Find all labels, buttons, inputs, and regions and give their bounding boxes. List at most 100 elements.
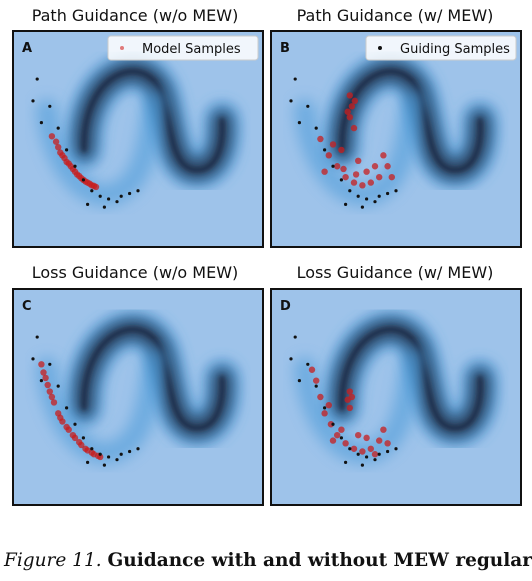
guiding-sample-point — [377, 194, 381, 198]
model-sample-point — [380, 426, 387, 433]
model-sample-point — [342, 440, 349, 447]
guiding-sample-point — [289, 357, 293, 361]
guiding-sample-point — [128, 449, 132, 454]
figure-caption: Figure 11. Guidance with and without MEW… — [4, 550, 532, 571]
guiding-sample-point — [394, 447, 398, 451]
model-sample-point — [329, 141, 337, 148]
caption-figure-number: Figure 11. — [4, 550, 102, 571]
model-sample-point — [65, 160, 72, 167]
guiding-sample-point — [314, 126, 318, 130]
model-sample-point — [71, 168, 79, 175]
guiding-sample-point — [348, 447, 352, 451]
legend-box — [107, 35, 259, 61]
model-sample-point — [50, 399, 58, 406]
model-sample-point — [367, 445, 374, 452]
plot-frame — [12, 30, 264, 248]
guiding-sample-point — [331, 164, 335, 168]
legend-box — [365, 35, 517, 61]
guiding-sample-point — [39, 379, 43, 383]
panel-b: B Guiding Samples — [270, 30, 522, 248]
guiding-sample-point — [293, 77, 297, 81]
legend-marker — [120, 46, 124, 50]
guiding-sample-point — [339, 178, 343, 182]
legend: Guiding Samples — [365, 35, 517, 61]
model-sample-point — [342, 173, 349, 181]
model-sample-point — [76, 439, 83, 446]
guiding-sample-point — [306, 104, 310, 108]
guiding-sample-point — [81, 436, 85, 440]
guiding-sample-point — [331, 422, 335, 426]
guiding-sample-point — [344, 202, 348, 206]
model-sample-point — [329, 437, 337, 444]
model-sample-point — [44, 381, 51, 389]
legend-label: Model Samples — [142, 42, 241, 57]
guiding-sample-point — [339, 436, 343, 440]
density-core — [339, 326, 483, 431]
model-sample-point — [42, 374, 49, 382]
guiding-sample-point — [348, 189, 352, 193]
model-sample-point — [346, 388, 353, 395]
panel-a-title: Path Guidance (w/o MEW) — [31, 6, 239, 25]
guiding-sample-point — [56, 126, 60, 130]
guiding-sample-point — [48, 362, 52, 366]
guiding-sample-point — [102, 205, 106, 209]
guiding-sample-point — [373, 458, 377, 462]
model-sample-point — [359, 448, 366, 455]
guiding-sample-point — [356, 452, 360, 456]
guiding-sample-point — [98, 194, 102, 198]
guiding-sample-point — [297, 379, 301, 383]
model-sample-point — [388, 173, 395, 181]
model-sample-point — [355, 157, 362, 164]
model-sample-point — [88, 449, 96, 456]
guiding-sample-point — [115, 200, 119, 204]
model-sample-point — [384, 440, 391, 447]
guiding-sample-point — [306, 362, 310, 366]
panel-a: A Model Samples — [12, 30, 264, 248]
model-sample-point — [52, 138, 60, 145]
guiding-sample-point — [360, 463, 364, 467]
panel-letter: B — [280, 41, 290, 56]
model-sample-point — [363, 434, 370, 442]
legend: Model Samples — [107, 35, 259, 61]
model-sample-point — [334, 431, 341, 439]
guiding-sample-point — [39, 121, 43, 125]
guiding-sample-point — [90, 189, 94, 193]
model-sample-point — [69, 431, 77, 439]
model-sample-point — [84, 179, 91, 186]
guiding-sample-point — [323, 148, 327, 152]
model-sample-point — [351, 97, 359, 105]
guiding-sample-point — [128, 191, 132, 196]
panel-d-title: Loss Guidance (w/ MEW) — [296, 263, 494, 282]
guiding-sample-point — [73, 422, 77, 426]
guiding-sample-point — [56, 384, 60, 388]
guiding-sample-point — [356, 194, 360, 198]
model-sample-point — [348, 103, 356, 110]
model-sample-point — [350, 179, 358, 186]
model-sample-point — [338, 426, 345, 433]
model-sample-point — [359, 182, 366, 189]
guiding-sample-point — [102, 463, 106, 467]
model-sample-point — [350, 124, 358, 132]
model-sample-point — [63, 423, 70, 431]
guiding-sample-point — [86, 202, 90, 206]
plot-frame — [12, 288, 264, 506]
model-sample-point — [90, 182, 98, 190]
panel-c-title: Loss Guidance (w/o MEW) — [31, 263, 239, 282]
model-sample-point — [55, 143, 62, 151]
model-sample-point — [376, 173, 383, 181]
panel-letter: C — [22, 299, 32, 314]
guiding-sample-point — [48, 104, 52, 108]
model-sample-point — [57, 414, 64, 421]
guiding-sample-point — [394, 189, 398, 193]
guiding-sample-point — [365, 455, 369, 459]
panel-c-plot: C — [12, 288, 264, 506]
model-sample-point — [371, 163, 379, 170]
panel-letter: A — [22, 41, 32, 56]
guiding-sample-point — [377, 452, 381, 456]
guiding-sample-point — [81, 178, 85, 182]
guiding-sample-point — [90, 447, 94, 451]
guiding-sample-point — [297, 121, 301, 125]
guiding-sample-point — [365, 197, 369, 201]
guiding-sample-point — [31, 357, 35, 361]
model-sample-point — [344, 396, 351, 403]
